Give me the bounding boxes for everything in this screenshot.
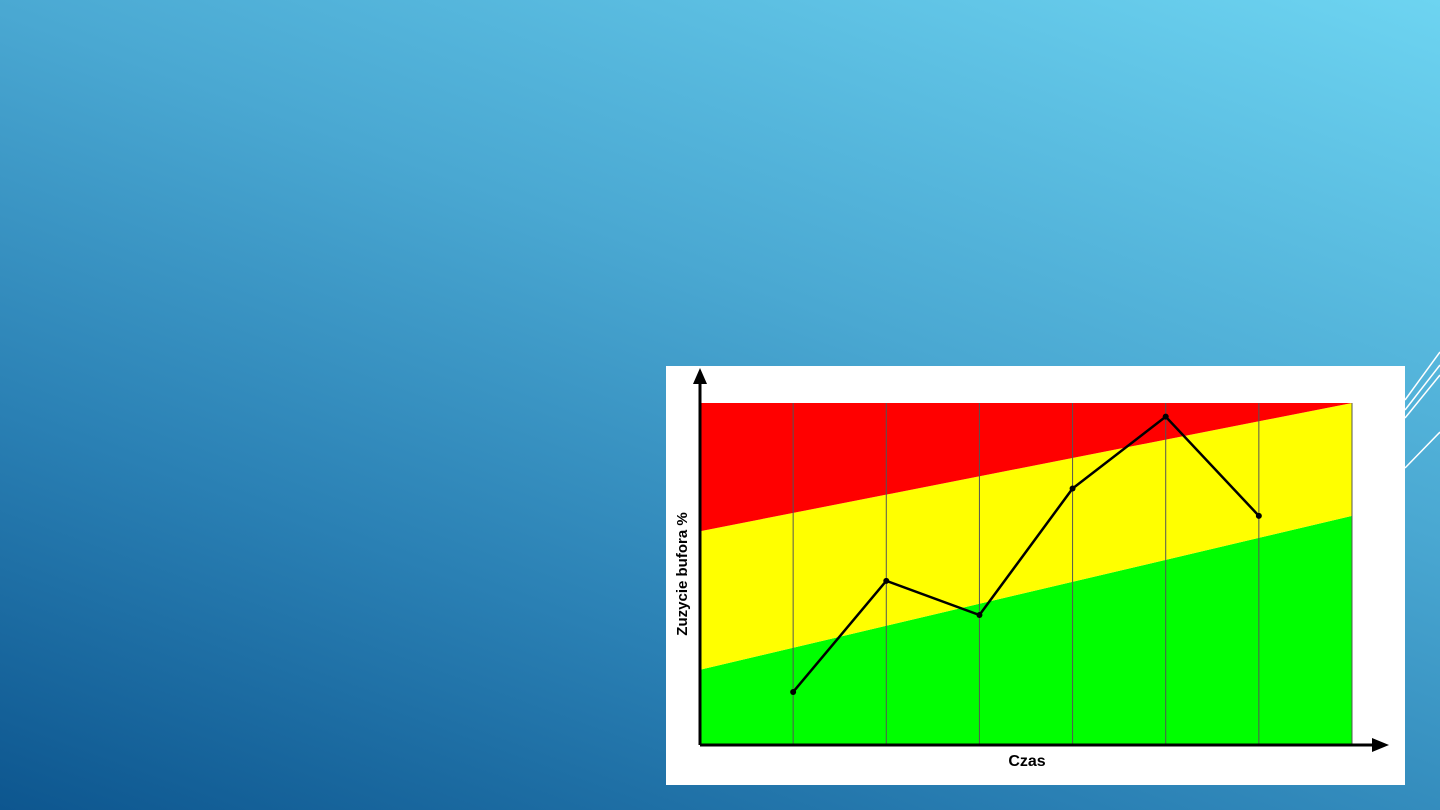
data-point [976, 612, 983, 619]
data-point [1162, 413, 1169, 420]
data-line [792, 414, 1260, 693]
y-axis-arrow [693, 368, 707, 384]
y-axis-label: Zuzycie bufora % [674, 512, 691, 635]
data-point [883, 577, 890, 584]
zone [700, 403, 1352, 670]
x-axis-arrow [1372, 738, 1389, 752]
data-point [1069, 485, 1076, 492]
plot [693, 368, 1389, 752]
data-point [1255, 512, 1262, 519]
data-point [790, 688, 797, 695]
x-axis-label: Czas [1008, 753, 1045, 770]
decoration [1404, 351, 1440, 469]
zone [700, 403, 1352, 532]
zone [700, 515, 1352, 745]
